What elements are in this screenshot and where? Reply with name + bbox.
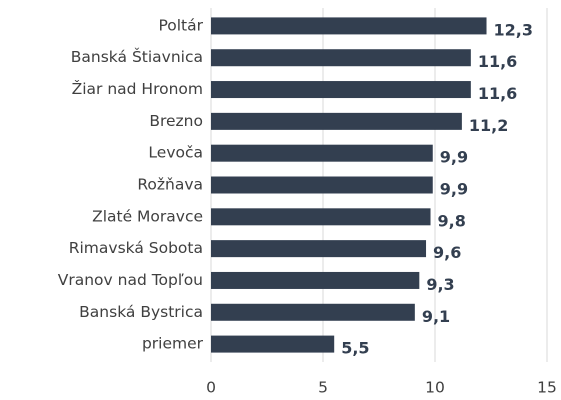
- bar: [211, 144, 433, 162]
- value-label: 11,6: [478, 84, 517, 103]
- value-label: 11,6: [478, 52, 517, 71]
- bar: [211, 335, 335, 353]
- bar: [211, 49, 471, 67]
- y-tick-label: Banská Bystrica: [79, 303, 203, 321]
- bar: [211, 81, 471, 99]
- value-label: 9,9: [440, 180, 468, 199]
- y-tick-label: Vranov nad Topľou: [58, 271, 203, 289]
- bar: [211, 303, 415, 321]
- x-tick-label: 10: [425, 379, 445, 397]
- value-label: 9,8: [438, 211, 466, 230]
- y-tick-label: Žiar nad Hronom: [72, 79, 203, 98]
- y-tick-label: priemer: [142, 335, 204, 353]
- bar: [211, 112, 462, 130]
- x-tick-label: 5: [318, 379, 328, 397]
- y-tick-label: Rimavská Sobota: [69, 239, 203, 257]
- x-tick-label: 0: [206, 379, 216, 397]
- bar: [211, 208, 431, 226]
- y-tick-label: Brezno: [149, 112, 203, 130]
- value-label: 9,9: [440, 148, 468, 167]
- value-label: 9,3: [426, 275, 454, 294]
- y-tick-label: Zlaté Moravce: [92, 207, 203, 225]
- y-tick-label: Banská Štiavnica: [71, 47, 203, 66]
- bar: [211, 271, 420, 289]
- value-label: 5,5: [341, 339, 369, 358]
- value-label: 12,3: [494, 20, 533, 39]
- y-tick-label: Levoča: [148, 144, 203, 162]
- y-tick-label: Rožňava: [137, 176, 203, 194]
- value-label: 9,6: [433, 243, 461, 262]
- x-tick-label: 15: [537, 379, 557, 397]
- bar: [211, 176, 433, 194]
- value-label: 9,1: [422, 307, 450, 326]
- value-label: 11,2: [469, 116, 508, 135]
- y-tick-label: Poltár: [158, 16, 203, 34]
- bar: [211, 17, 487, 35]
- bar: [211, 240, 427, 258]
